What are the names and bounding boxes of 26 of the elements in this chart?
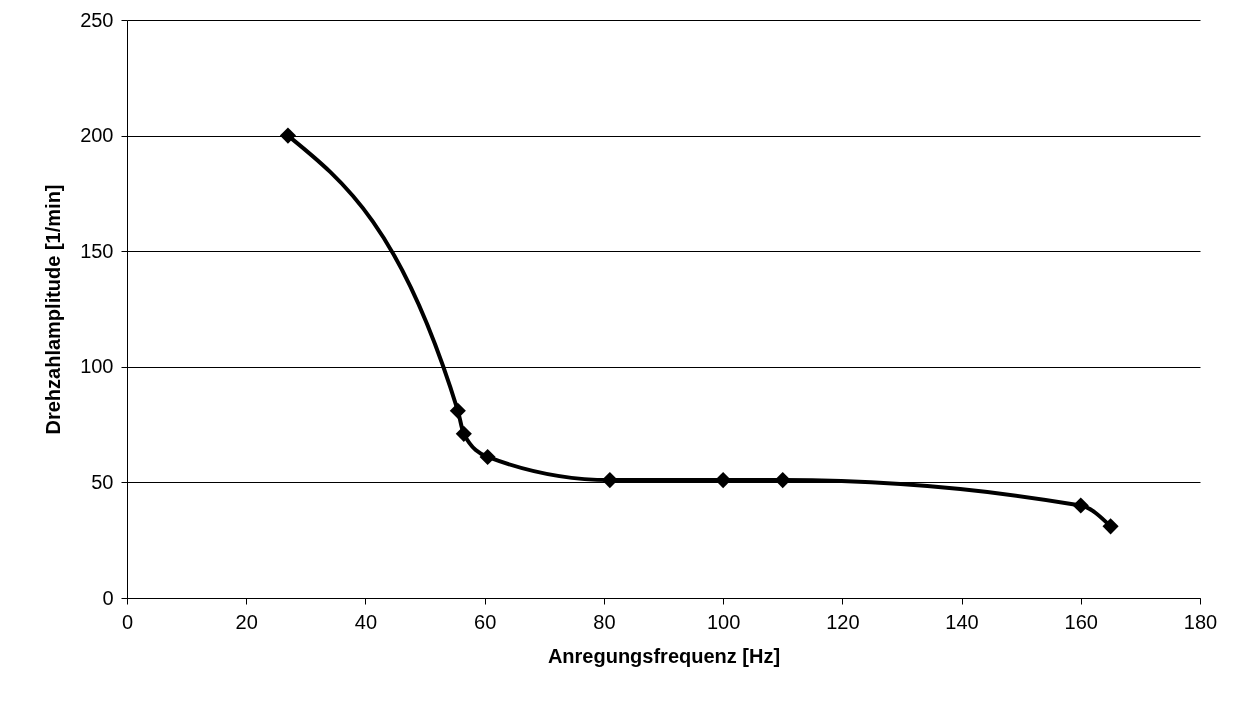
- point: [1102, 518, 1119, 535]
- point: [601, 472, 618, 489]
- point: [1072, 497, 1089, 514]
- y-tick-label: 200: [80, 124, 114, 147]
- y-tick-label: 0: [102, 586, 114, 609]
- y-axis-title: Drehzahlamplitude [1/min]: [42, 184, 65, 435]
- point: [279, 127, 297, 144]
- x-tick-label: 0: [121, 610, 134, 633]
- x-tick-label: 120: [826, 610, 860, 633]
- x-tick-label: 80: [593, 610, 616, 633]
- point: [479, 448, 496, 466]
- point: [449, 402, 466, 419]
- x-tick-label: 140: [945, 610, 979, 633]
- y-tick-label: 150: [80, 239, 114, 262]
- x-tick-label: 60: [474, 610, 497, 633]
- y-tick-label: 50: [91, 470, 114, 493]
- x-tick-label: 20: [235, 610, 258, 633]
- x-tick-label: 160: [1064, 610, 1098, 633]
- point: [455, 425, 472, 442]
- y-tick-label: 250: [80, 8, 114, 31]
- x-tick-label: 100: [706, 610, 741, 633]
- x-axis-title: Anregungsfrequenz [Hz]: [547, 644, 781, 667]
- x-tick-label: 40: [354, 610, 378, 633]
- x-tick-label: 180: [1183, 610, 1218, 633]
- y-tick-label: 100: [80, 355, 114, 378]
- point: [774, 472, 791, 489]
